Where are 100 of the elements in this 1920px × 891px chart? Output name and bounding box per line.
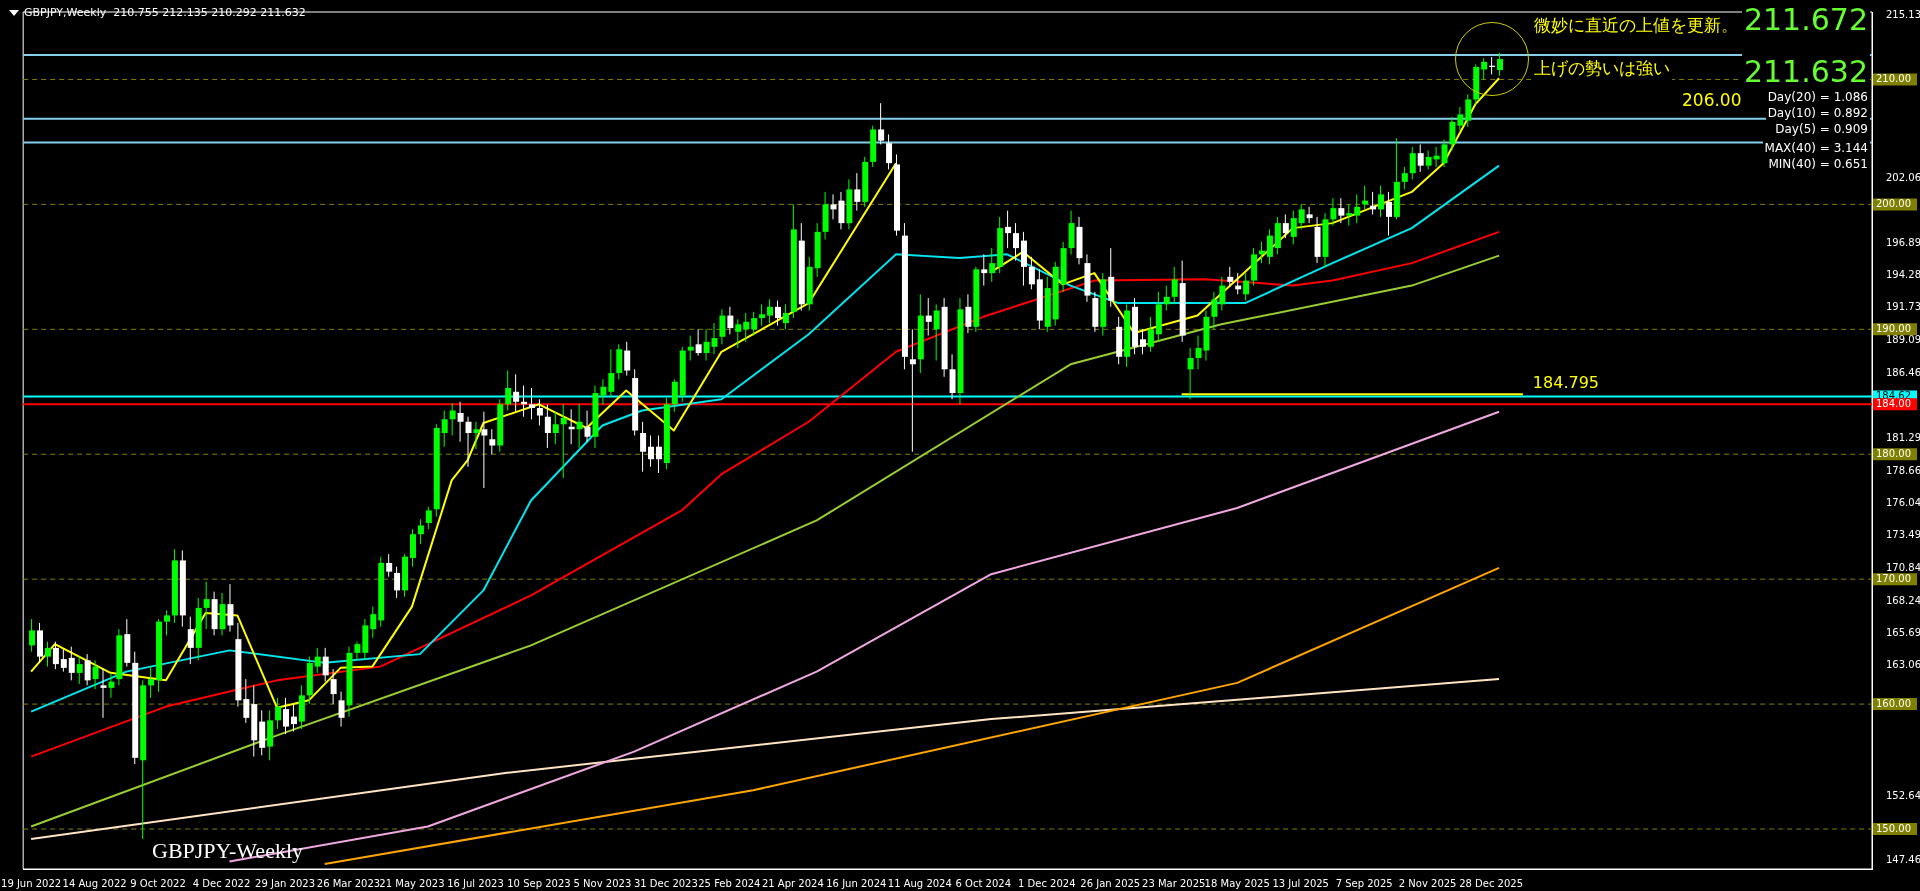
x-tick-label: 18 May 2025 bbox=[1204, 877, 1270, 889]
candlestick bbox=[1465, 93, 1472, 128]
y-tick-label: 170.84 bbox=[1886, 562, 1920, 574]
annotation: Day(5) = 0.909 bbox=[1773, 122, 1870, 136]
annotation: 微妙に直近の上値を更新。 bbox=[1532, 14, 1740, 37]
y-tick-label: 176.04 bbox=[1886, 497, 1920, 509]
ref-line-label: 170.00 bbox=[1876, 572, 1911, 584]
candlestick bbox=[711, 322, 718, 355]
x-tick-label: 2 Nov 2025 bbox=[1398, 877, 1457, 889]
candlestick bbox=[1139, 328, 1146, 355]
candlestick bbox=[544, 403, 551, 449]
x-tick-label: 26 Jan 2025 bbox=[1080, 877, 1141, 889]
y-tick-label: 163.06 bbox=[1886, 659, 1920, 671]
candlestick bbox=[386, 553, 393, 578]
x-tick-label: 16 Jun 2024 bbox=[826, 877, 887, 889]
candlestick bbox=[441, 410, 448, 448]
candlestick bbox=[703, 328, 710, 362]
candlestick bbox=[878, 102, 885, 145]
annotation: 206.00 bbox=[1680, 90, 1744, 110]
annotation: 184.795 bbox=[1532, 373, 1600, 393]
x-tick-label: 9 Oct 2022 bbox=[130, 877, 186, 889]
candlestick bbox=[767, 298, 774, 324]
y-tick-label: 215.13 bbox=[1886, 8, 1920, 20]
candlestick bbox=[322, 647, 329, 683]
candlestick bbox=[1441, 138, 1448, 168]
candlestick bbox=[782, 303, 789, 330]
candlestick bbox=[187, 616, 194, 665]
candlestick bbox=[354, 641, 361, 661]
y-tick-label: 152.64 bbox=[1886, 789, 1920, 801]
candlestick bbox=[909, 328, 916, 453]
x-tick-label: 13 Jul 2025 bbox=[1272, 877, 1329, 889]
candlestick bbox=[60, 648, 67, 673]
candlestick bbox=[92, 659, 99, 690]
candlestick bbox=[933, 303, 940, 362]
candlestick bbox=[640, 421, 647, 473]
candlestick bbox=[774, 300, 781, 327]
chart-title: GBPJPY,Weekly 210.755 212.135 210.292 211.632 bbox=[24, 6, 306, 19]
candlestick bbox=[449, 402, 456, 436]
candlestick bbox=[465, 416, 472, 468]
candlestick bbox=[687, 335, 694, 362]
x-tick-label: 25 Feb 2024 bbox=[698, 877, 761, 889]
y-tick-label: 191.73 bbox=[1886, 301, 1920, 313]
candlestick bbox=[1290, 210, 1297, 245]
candlestick bbox=[338, 691, 345, 728]
x-tick-label: 31 Dec 2023 bbox=[633, 877, 698, 889]
ref-line-label: 210.00 bbox=[1876, 73, 1911, 85]
candlestick bbox=[886, 133, 893, 170]
annotation: 211.632 bbox=[1741, 54, 1870, 89]
x-tick-label: 23 Mar 2025 bbox=[1142, 877, 1206, 889]
candlestick bbox=[1449, 116, 1456, 152]
candlestick bbox=[1425, 150, 1432, 170]
candlestick bbox=[671, 378, 678, 413]
candlestick bbox=[227, 583, 234, 633]
candlestick bbox=[1354, 193, 1361, 224]
ref-line-label: 180.00 bbox=[1876, 447, 1911, 459]
candlestick bbox=[949, 353, 956, 400]
candlestick bbox=[473, 421, 480, 450]
x-tick-label: 10 Sep 2023 bbox=[507, 877, 571, 889]
y-tick-label: 173.49 bbox=[1886, 529, 1920, 541]
y-tick-label: 165.69 bbox=[1886, 626, 1920, 638]
candlestick bbox=[1346, 203, 1353, 227]
candlestick bbox=[1227, 266, 1234, 288]
candlestick bbox=[1219, 276, 1226, 312]
candlestick bbox=[1401, 166, 1408, 190]
candlestick bbox=[759, 303, 766, 327]
candlestick bbox=[148, 666, 155, 699]
y-tick-label: 186.46 bbox=[1886, 367, 1920, 379]
annotation: GBPJPY-Weekly bbox=[151, 838, 304, 864]
x-tick-label: 21 Apr 2024 bbox=[761, 877, 824, 889]
candlestick bbox=[1163, 285, 1170, 312]
candlestick bbox=[1497, 52, 1504, 77]
x-tick-label: 1 Dec 2024 bbox=[1018, 877, 1076, 889]
candlestick bbox=[1266, 228, 1273, 265]
x-tick-label: 14 Aug 2022 bbox=[62, 877, 127, 889]
y-tick-label: 181.29 bbox=[1886, 431, 1920, 443]
candlestick bbox=[1211, 291, 1218, 330]
candlestick bbox=[965, 293, 972, 334]
candlestick bbox=[536, 398, 543, 427]
annotation: MIN(40) = 0.651 bbox=[1766, 157, 1870, 171]
candlestick bbox=[600, 378, 607, 405]
candlestick bbox=[513, 373, 520, 413]
candlestick bbox=[751, 311, 758, 337]
candlestick bbox=[727, 306, 734, 335]
candlestick bbox=[1013, 222, 1020, 262]
candlestick bbox=[1409, 146, 1416, 180]
x-tick-label: 11 Aug 2024 bbox=[887, 877, 952, 889]
ref-line-label: 190.00 bbox=[1876, 322, 1911, 334]
candlestick bbox=[1282, 213, 1289, 239]
y-tick-label: 147.46 bbox=[1886, 854, 1920, 866]
candlestick bbox=[29, 618, 36, 653]
candlestick bbox=[743, 312, 750, 343]
x-tick-label: 4 Dec 2022 bbox=[192, 877, 251, 889]
candlestick bbox=[394, 566, 401, 599]
y-tick-label: 202.06 bbox=[1886, 172, 1920, 184]
x-tick-label: 21 May 2023 bbox=[379, 877, 445, 889]
candlestick bbox=[290, 703, 297, 733]
candlestick bbox=[1481, 57, 1488, 80]
candlestick bbox=[719, 308, 726, 345]
y-tick-label: 194.28 bbox=[1886, 269, 1920, 281]
x-tick-label: 19 Jun 2022 bbox=[1, 877, 62, 889]
